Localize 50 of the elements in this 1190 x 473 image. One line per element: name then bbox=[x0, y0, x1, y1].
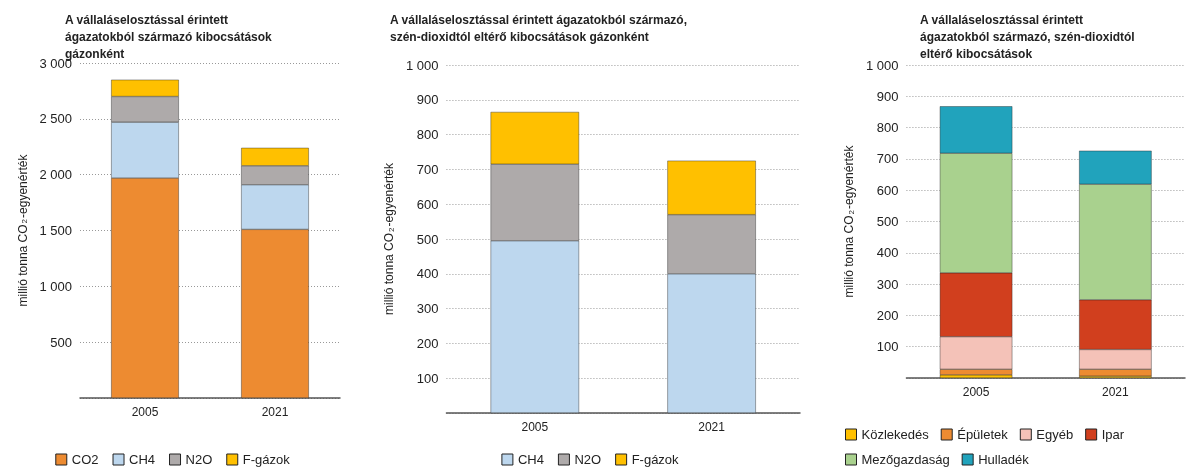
legend-label: CH4 bbox=[517, 452, 544, 467]
legend-label: Hulladék bbox=[978, 452, 1030, 467]
y-tick-label: 2 000 bbox=[39, 167, 72, 183]
y-tick-label: 300 bbox=[416, 301, 439, 317]
y-tick-label: 200 bbox=[876, 307, 899, 323]
y-tick-label: 200 bbox=[416, 335, 439, 351]
x-tick-label: 2021 bbox=[698, 420, 726, 434]
legend-label: CO2 bbox=[71, 452, 99, 467]
y-tick-label: 800 bbox=[416, 127, 439, 143]
y-axis-title: millió tonna CO2-egyenérték bbox=[382, 162, 396, 315]
y-tick-label: 100 bbox=[876, 339, 899, 355]
y-tick-label: 500 bbox=[50, 334, 72, 350]
legend-label: N2O bbox=[185, 452, 213, 467]
y-tick-label: 800 bbox=[876, 120, 899, 136]
y-tick-label: 600 bbox=[876, 182, 899, 198]
y-tick-label: 1 500 bbox=[39, 223, 72, 238]
legend-label: Egyéb bbox=[1036, 427, 1074, 442]
legend-label: Mezőgazdaság bbox=[861, 452, 950, 467]
y-tick-label: 1 000 bbox=[865, 57, 899, 73]
y-tick-label: 500 bbox=[416, 231, 439, 247]
x-tick-label: 2005 bbox=[521, 420, 549, 434]
legend-label: CH4 bbox=[129, 452, 156, 467]
x-tick-label: 2005 bbox=[131, 405, 159, 419]
chart-title: A vállaláselosztással érintett ágazatokból származó, szén-dioxidtól eltérő kibocsátások bbox=[920, 12, 1139, 61]
y-tick-label: 300 bbox=[876, 276, 899, 292]
y-tick-label: 700 bbox=[416, 161, 439, 177]
chart-title: A vállaláselosztással érintett ágazatokból származó, szén-dioxidtól eltérő kibocsátások gázonként bbox=[390, 12, 691, 44]
legend-label: N2O bbox=[574, 452, 602, 467]
y-tick-label: 400 bbox=[876, 245, 899, 261]
y-tick-label: 900 bbox=[416, 92, 439, 108]
x-tick-label: 2021 bbox=[1102, 385, 1130, 399]
y-tick-label: 1 000 bbox=[39, 278, 72, 294]
y-tick-label: 400 bbox=[416, 266, 439, 282]
y-tick-label: 900 bbox=[876, 88, 899, 104]
y-tick-label: 500 bbox=[876, 214, 899, 229]
y-tick-label: 2 500 bbox=[39, 111, 72, 127]
y-axis-title: millió tonna CO2-egyenérték bbox=[842, 144, 856, 298]
y-tick-label: 600 bbox=[416, 196, 439, 212]
y-tick-label: 100 bbox=[416, 370, 439, 386]
legend-label: Épületek bbox=[957, 427, 1009, 442]
legend-label: Ipar bbox=[1101, 427, 1125, 442]
legend-label: Közlekedés bbox=[861, 427, 930, 442]
legend-label: F-gázok bbox=[631, 452, 680, 467]
x-tick-label: 2005 bbox=[962, 385, 990, 399]
x-tick-label: 2021 bbox=[261, 405, 289, 419]
y-axis-title: millió tonna CO2-egyenérték bbox=[15, 153, 30, 307]
y-tick-label: 1 000 bbox=[405, 57, 439, 73]
y-tick-label: 700 bbox=[876, 151, 899, 167]
chart-title: A vállaláselosztással érintett ágazatokból származó kibocsátások gázonként bbox=[65, 12, 276, 61]
legend-label: F-gázok bbox=[242, 452, 291, 467]
